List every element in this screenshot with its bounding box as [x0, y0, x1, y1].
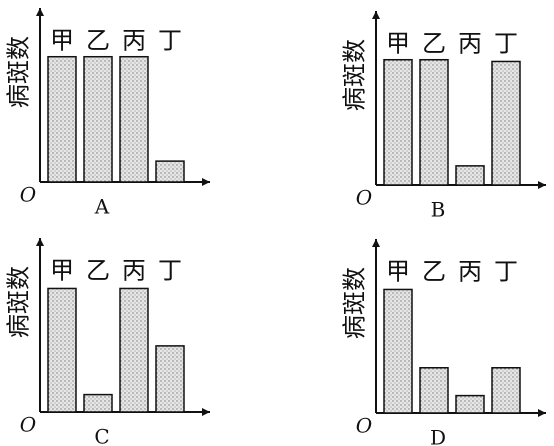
category-label: 甲 — [50, 27, 74, 55]
origin-label: O — [356, 414, 372, 438]
panel-label: A — [94, 195, 110, 219]
category-label: 丙 — [458, 30, 482, 58]
arrow — [202, 178, 210, 186]
bar — [455, 394, 485, 414]
bar — [419, 58, 449, 186]
category-label: 丁 — [494, 30, 518, 58]
category-label: 丙 — [122, 27, 146, 55]
y-axis-label: 病斑数 — [341, 267, 369, 339]
category-label: 丙 — [122, 257, 146, 285]
category-label: 乙 — [422, 30, 446, 58]
arrow — [538, 181, 546, 189]
bar — [119, 287, 149, 413]
category-label: 甲 — [386, 30, 410, 58]
arrow — [372, 239, 380, 247]
bar — [47, 55, 77, 183]
panel-label: C — [94, 425, 109, 446]
y-axis-label: 病斑数 — [341, 39, 369, 111]
arrow — [36, 8, 44, 16]
origin-label: O — [20, 413, 36, 437]
bar — [383, 58, 413, 186]
bar — [83, 393, 113, 413]
y-axis-label: 病斑数 — [5, 266, 33, 338]
category-label: 丁 — [158, 27, 182, 55]
category-label: 丁 — [158, 257, 182, 285]
category-label: 乙 — [86, 257, 110, 285]
panel-label: D — [430, 426, 446, 446]
category-label: 乙 — [422, 258, 446, 286]
bar — [83, 55, 113, 183]
bar — [491, 60, 521, 186]
arrow — [538, 409, 546, 417]
category-label: 丁 — [494, 258, 518, 286]
origin-label: O — [356, 186, 372, 210]
origin-label: O — [20, 183, 36, 207]
bar — [155, 160, 185, 183]
bar — [491, 367, 521, 414]
bar — [455, 165, 485, 186]
arrow — [372, 11, 380, 19]
arrow — [202, 408, 210, 416]
category-label: 甲 — [50, 257, 74, 285]
bar — [119, 55, 149, 183]
category-label: 甲 — [386, 258, 410, 286]
panel-label: B — [431, 198, 446, 222]
category-label: 乙 — [86, 27, 110, 55]
bar — [383, 288, 413, 414]
y-axis-label: 病斑数 — [5, 36, 33, 108]
bar — [155, 345, 185, 413]
bar — [47, 287, 77, 413]
arrow — [36, 238, 44, 246]
category-label: 丙 — [458, 258, 482, 286]
bar — [419, 367, 449, 414]
